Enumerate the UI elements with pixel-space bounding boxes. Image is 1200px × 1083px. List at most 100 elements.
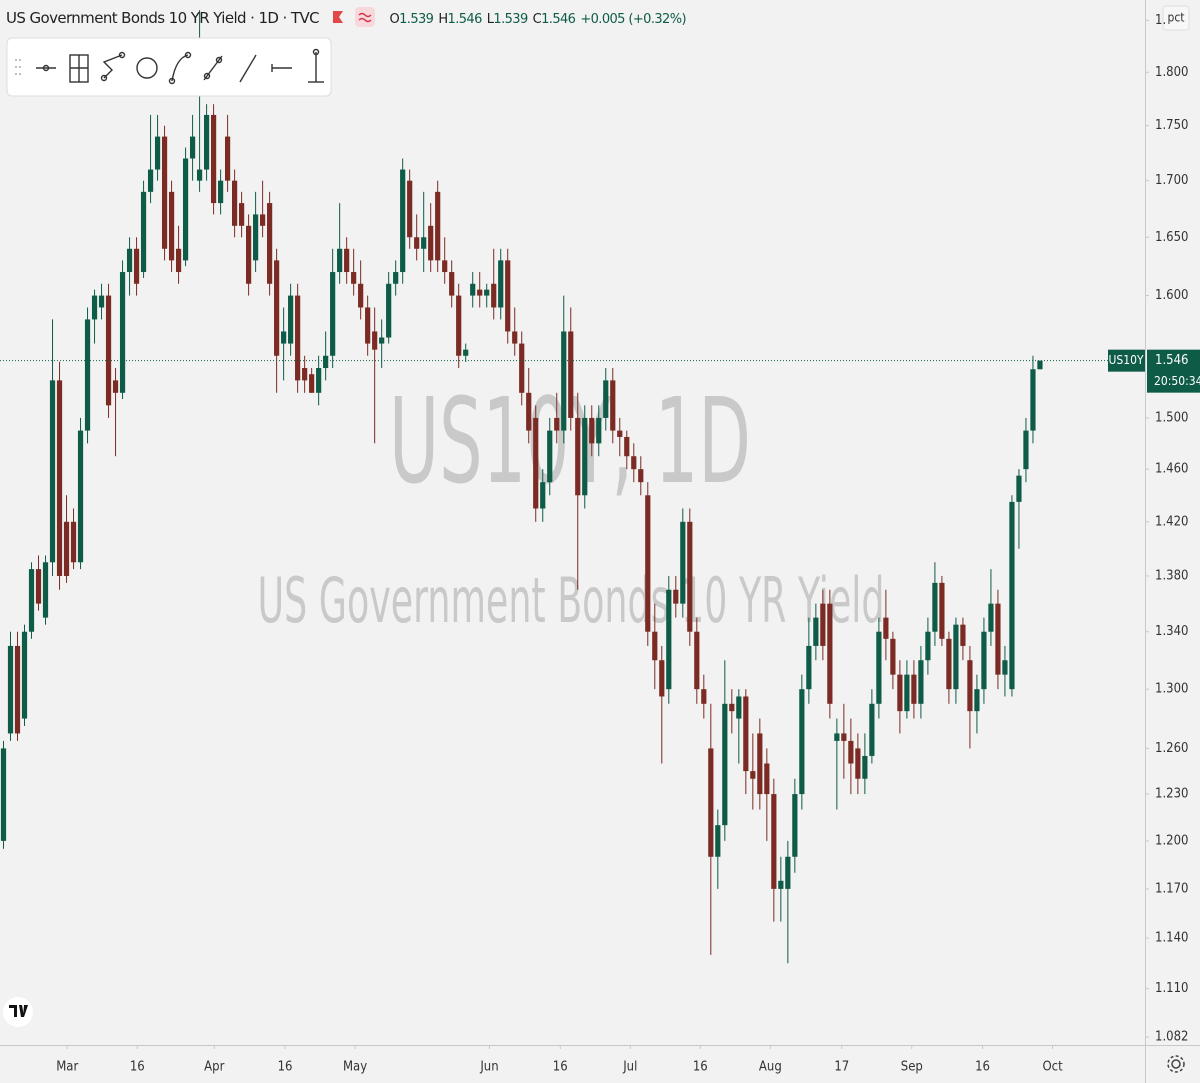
candle-body — [610, 380, 616, 431]
tool-parallel[interactable] — [203, 55, 223, 81]
y-tick-label: 1.700 — [1155, 173, 1188, 188]
candle-body — [267, 203, 273, 284]
candle-body — [750, 771, 756, 779]
candle-body — [147, 169, 154, 192]
candle-body — [638, 469, 644, 483]
candle-body — [42, 562, 49, 618]
candle-body — [161, 136, 168, 249]
scale-button-label[interactable]: pct — [1167, 11, 1184, 25]
candle-body — [904, 674, 910, 712]
x-tick-label: 16 — [278, 1060, 293, 1075]
drawing-toolbar — [6, 37, 332, 97]
candle-body — [967, 660, 973, 712]
y-tick-label: 1. — [1155, 13, 1166, 28]
candle-body — [946, 638, 952, 690]
candle-body — [687, 521, 693, 632]
candle-body — [358, 283, 364, 308]
price-tag-bg — [1147, 349, 1200, 393]
y-tick-label: 1.800 — [1155, 65, 1188, 80]
tool-horizontal-line[interactable] — [271, 64, 292, 72]
tool-trend-line[interactable] — [239, 54, 257, 83]
candle-body — [1037, 360, 1043, 370]
candle-body — [323, 355, 329, 369]
tool-curve[interactable] — [168, 51, 192, 85]
tradingview-logo[interactable] — [3, 997, 33, 1027]
x-tick-label: May — [343, 1060, 367, 1075]
x-tick-label: Sep — [901, 1060, 923, 1075]
symbol-title: US Government Bonds 10 YR Yield · 1D · T… — [6, 9, 320, 27]
scale-button[interactable] — [1162, 5, 1190, 31]
candle-body — [519, 343, 525, 393]
candle-body — [540, 482, 546, 509]
tool-measure[interactable] — [69, 54, 89, 83]
candle-body — [715, 825, 721, 857]
candle-body — [771, 794, 777, 889]
ohlc-value: 1.546 — [541, 12, 576, 27]
ohlc-value: 1.539 — [399, 12, 434, 27]
candle-body — [652, 631, 658, 661]
candle-body — [330, 272, 336, 356]
y-tick-label: 1.300 — [1155, 682, 1188, 697]
candle-body — [785, 856, 791, 889]
y-tick-label: 1.460 — [1155, 462, 1188, 477]
candle-body — [1030, 369, 1036, 431]
ohlc-label: H — [438, 12, 448, 27]
candle-body — [645, 495, 651, 632]
candle-body — [568, 331, 574, 418]
x-tick-label: Apr — [204, 1060, 224, 1075]
tool-horizontal-ray[interactable] — [36, 64, 56, 72]
x-tick-label: Jul — [622, 1060, 637, 1075]
watermark-name: US Government Bonds 10 YR Yield — [258, 564, 885, 637]
candle-body — [351, 272, 357, 284]
y-tick-label: 1.650 — [1155, 230, 1188, 245]
tool-path[interactable] — [100, 51, 126, 82]
candle-body — [449, 272, 455, 296]
candle-body — [491, 283, 497, 308]
flag-icon[interactable] — [331, 10, 345, 26]
candle-body — [274, 260, 280, 356]
candle-body — [701, 689, 707, 704]
candle-body — [974, 689, 980, 712]
candle-body — [112, 380, 119, 393]
candle-body — [414, 237, 420, 249]
plot-area — [0, 0, 1145, 1045]
candle-body — [659, 660, 665, 697]
x-tick-label: 16 — [693, 1060, 708, 1075]
candle-body — [827, 603, 833, 704]
candle-body — [1009, 501, 1015, 690]
candle-body — [133, 248, 140, 284]
candle-body — [246, 225, 252, 284]
candle-body — [764, 763, 770, 795]
indicator-icon[interactable] — [355, 7, 376, 27]
candle-body — [288, 295, 294, 344]
candle-body — [189, 136, 196, 159]
candle-body — [302, 368, 308, 381]
candle-body — [1016, 475, 1022, 502]
candle-body — [316, 368, 322, 393]
candle-body — [154, 136, 161, 170]
candle-body — [862, 755, 868, 779]
candle-body — [729, 703, 735, 712]
candle-body — [175, 248, 182, 273]
candle-body — [203, 114, 210, 170]
candle-body — [1023, 430, 1029, 470]
candle-body — [456, 295, 462, 356]
price-tag: US10Y 1.546 20:50:34 — [1108, 349, 1200, 393]
candle-body — [960, 624, 966, 646]
settings-icon[interactable] — [1167, 1055, 1185, 1073]
candle-body — [512, 331, 518, 344]
y-tick-label: 1.082 — [1155, 1030, 1188, 1045]
candle-body — [925, 631, 931, 661]
candle-body — [694, 631, 700, 690]
price-tag-symbol: US10Y — [1108, 353, 1143, 367]
candle-body — [196, 169, 203, 181]
x-tick-label: Aug — [759, 1060, 782, 1075]
tool-vertical-line[interactable] — [308, 48, 324, 83]
candle-body — [554, 417, 560, 431]
tool-circle[interactable] — [136, 57, 158, 79]
candle-body — [140, 191, 147, 273]
candle-body — [70, 521, 77, 563]
candle-body — [820, 603, 826, 646]
candle-body — [498, 260, 504, 308]
